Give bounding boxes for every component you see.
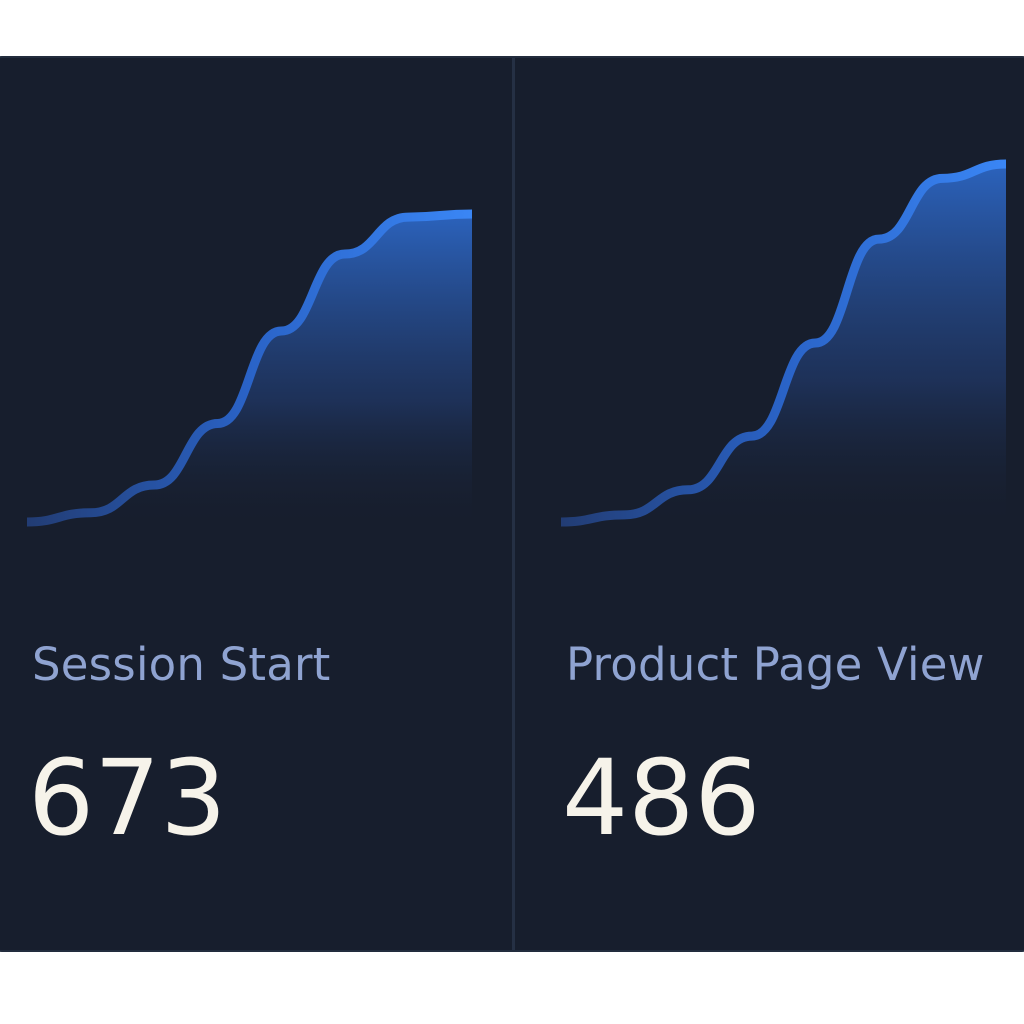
metric-card-session-start[interactable]: Session Start 673 xyxy=(0,58,514,950)
sparkline-area xyxy=(27,214,472,528)
metric-value: 673 xyxy=(28,737,227,859)
metric-value: 486 xyxy=(562,737,761,859)
sparkline-area xyxy=(561,164,1006,528)
metric-card-product-page-view[interactable]: Product Page View 486 xyxy=(516,58,1024,950)
metric-label: Product Page View xyxy=(566,638,985,691)
metric-label: Session Start xyxy=(32,638,331,691)
sparkline-chart xyxy=(560,159,1007,528)
metrics-panel: Session Start 673 Product Page View 4 xyxy=(0,56,1024,952)
card-divider xyxy=(512,58,515,950)
sparkline-line xyxy=(26,209,473,527)
sparkline-line xyxy=(560,159,1007,527)
sparkline-chart xyxy=(26,209,473,528)
